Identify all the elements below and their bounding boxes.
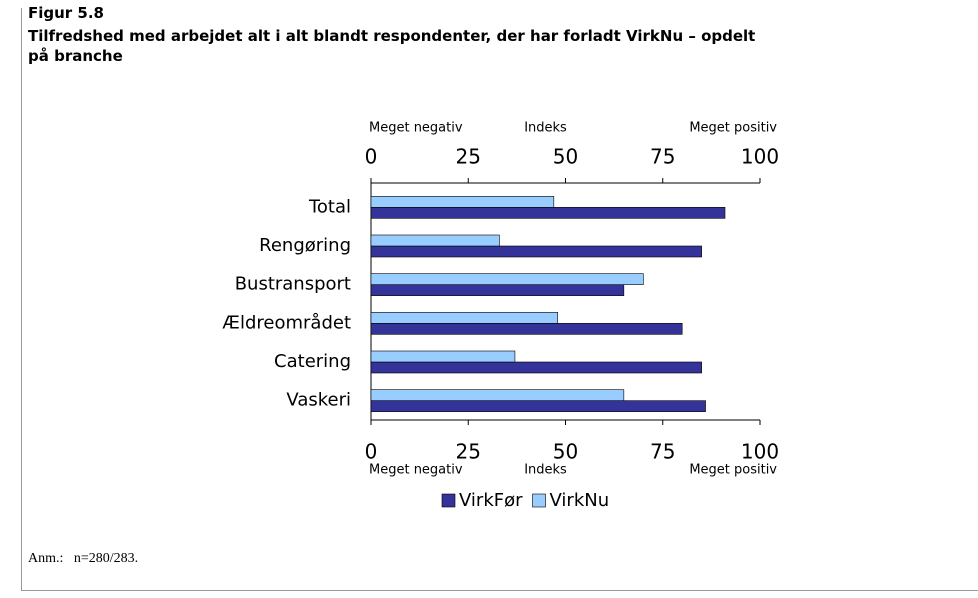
legend-label: VirkFør xyxy=(459,490,523,511)
x-tick-label: 50 xyxy=(553,145,578,169)
x-tick-label: 0 xyxy=(365,440,378,464)
axis-label: Meget negativ xyxy=(369,463,463,478)
x-tick-label: 75 xyxy=(650,440,675,464)
x-tick-label: 75 xyxy=(650,145,675,169)
legend-label: VirkNu xyxy=(550,490,610,511)
bar xyxy=(370,207,726,219)
chart: 0 0 25 25 50 50 75 75 100 100 Meget negativ Meget n… xyxy=(222,121,779,512)
y-tick-label: Bustransport xyxy=(235,274,351,295)
axis-label: Indeks xyxy=(524,121,567,136)
bar xyxy=(370,234,500,247)
axis-label: Indeks xyxy=(524,463,567,478)
frame xyxy=(21,8,978,591)
x-tick-label: 25 xyxy=(456,440,481,464)
y-tick-label: Total xyxy=(308,196,351,217)
x-tick-label: 0 xyxy=(365,145,378,169)
legend-swatch xyxy=(441,493,456,508)
axis-label: Meget positiv xyxy=(689,463,777,478)
x-tick-label: 100 xyxy=(741,145,779,169)
y-tick-label: Rengøring xyxy=(259,235,351,256)
legend-swatch xyxy=(532,493,546,508)
x-tick-label: 25 xyxy=(456,145,481,169)
y-tick-label: Vaskeri xyxy=(286,390,351,411)
y-tick-label: Catering xyxy=(274,351,351,372)
axis-label: Meget negativ xyxy=(369,121,463,136)
bar xyxy=(370,312,559,324)
bar xyxy=(370,196,555,208)
x-tick-label: 50 xyxy=(553,440,578,464)
bar xyxy=(370,245,702,258)
y-tick-label: Ældreområdet xyxy=(222,312,351,333)
bar xyxy=(370,400,706,412)
bar xyxy=(370,323,683,335)
bar xyxy=(370,350,516,363)
bar xyxy=(370,389,625,401)
chart-title: Tilfredshed med arbejdet alt i alt bland… xyxy=(28,27,756,65)
x-tick-label: 100 xyxy=(741,440,779,464)
bar xyxy=(370,273,644,285)
note: Anm.: n=280/283. xyxy=(28,551,139,566)
axis-label: Meget positiv xyxy=(689,121,777,136)
bar xyxy=(370,284,625,296)
figure-label: Figur 5.8 xyxy=(28,4,104,22)
bar xyxy=(370,361,702,374)
